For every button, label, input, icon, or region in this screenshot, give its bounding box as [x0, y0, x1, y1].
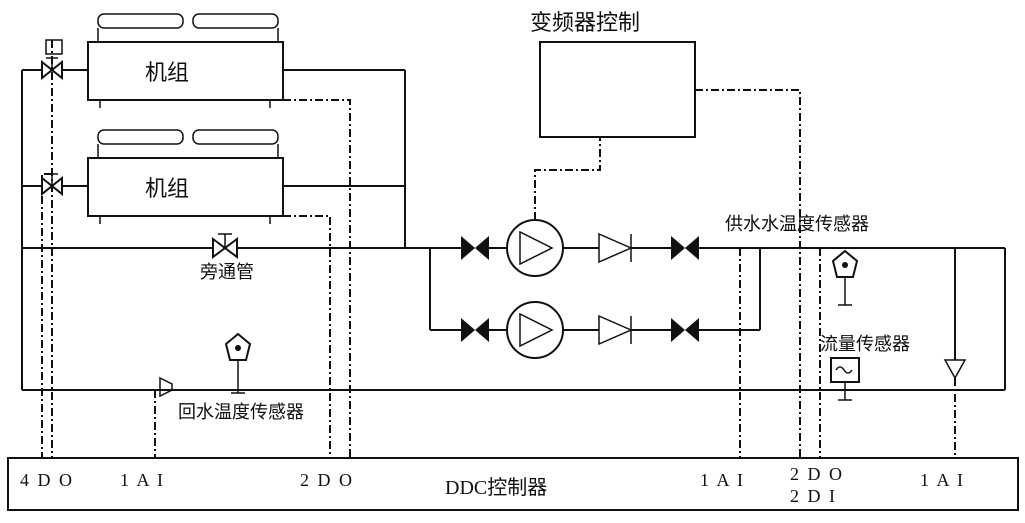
ddc-controller: DDC控制器 4 D O 1 A I 2 D O 1 A I 2 D O 2 D… [8, 458, 1018, 510]
unit-2: 机组 [88, 130, 283, 224]
hvac-control-diagram: 机组 机组 旁通管 [0, 0, 1025, 518]
ddc-label: DDC控制器 [445, 476, 547, 499]
bypass-label: 旁通管 [200, 262, 254, 282]
unit-1: 机组 [88, 14, 283, 108]
io-1ai-1: 1 A I [120, 470, 165, 490]
vfd-controller: 变频器控制 [530, 10, 695, 137]
io-1ai-2: 1 A I [700, 470, 745, 490]
unit-2-label: 机组 [145, 176, 189, 201]
io-1ai-3: 1 A I [920, 470, 965, 490]
return-temp-sensor [226, 334, 250, 393]
flow-arrow-supply [945, 360, 965, 378]
vfd-label: 变频器控制 [530, 10, 640, 35]
bypass-valve [213, 234, 237, 257]
io-2di: 2 D I [790, 486, 837, 506]
supply-temp-label: 供水水温度传感器 [725, 214, 869, 234]
io-4do: 4 D O [20, 470, 74, 490]
flow-arrow-return [160, 378, 172, 396]
io-2do-1: 2 D O [300, 470, 354, 490]
io-2do-2: 2 D O [790, 464, 844, 484]
unit-1-label: 机组 [145, 60, 189, 85]
flow-sensor [831, 358, 859, 400]
return-temp-label: 回水温度传感器 [178, 402, 304, 422]
flow-sensor-label: 流量传感器 [820, 334, 910, 354]
supply-temp-sensor [833, 251, 857, 305]
